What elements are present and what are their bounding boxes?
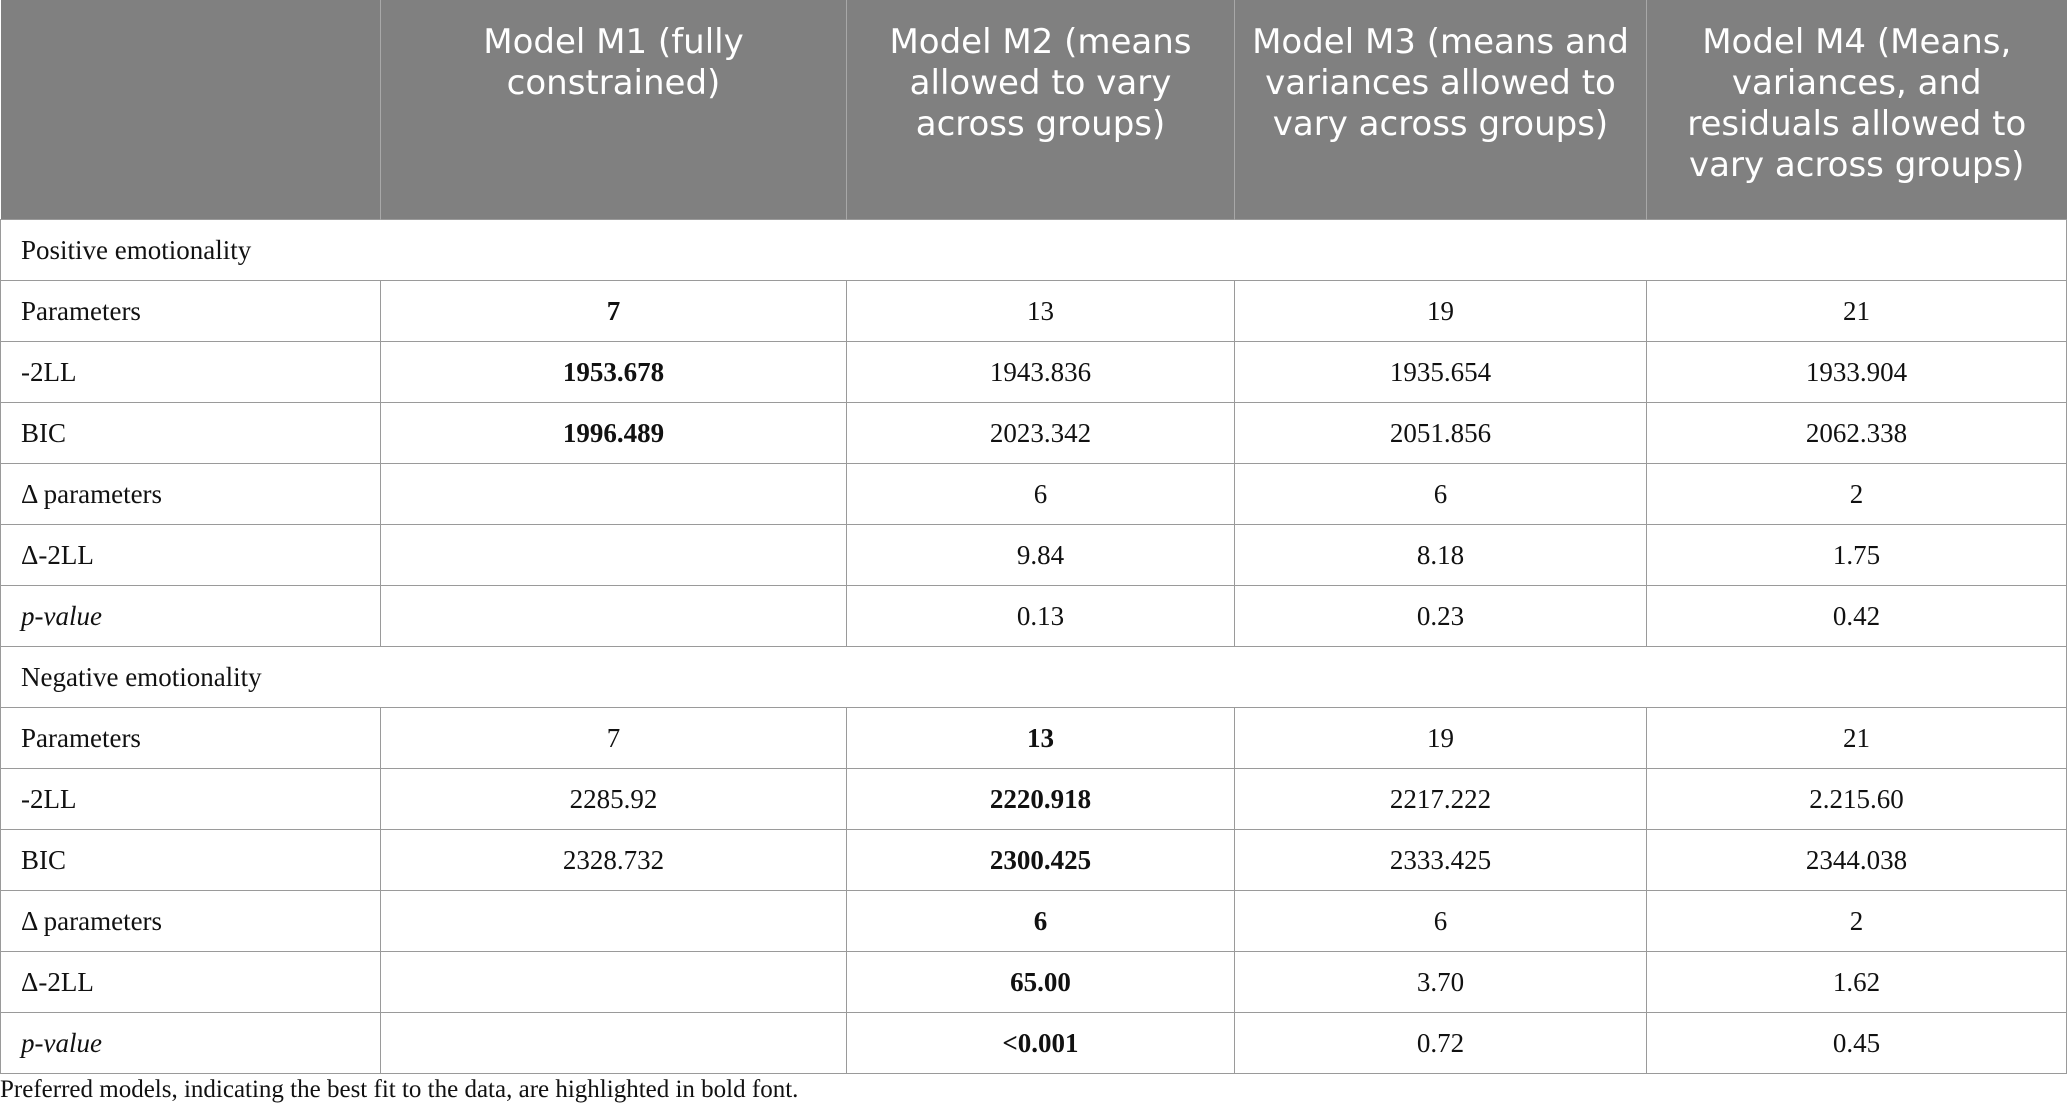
- section-title: Negative emotionality: [0, 646, 2067, 708]
- table-cell: [380, 951, 847, 1013]
- table-cell: 2217.222: [1234, 768, 1647, 830]
- table-cell: [380, 463, 847, 525]
- table-cell: 8.18: [1234, 524, 1647, 586]
- table-cell: 0.45: [1646, 1012, 2067, 1074]
- table-row: BIC 1996.489 2023.342 2051.856 2062.338: [0, 402, 2067, 464]
- header-cell-model-m1: Model M1 (fully constrained): [380, 0, 847, 220]
- table-cell: 0.23: [1234, 585, 1647, 647]
- model-comparison-table: Model M1 (fully constrained) Model M2 (m…: [0, 0, 2067, 1074]
- table-cell: 65.00: [846, 951, 1235, 1013]
- table-cell: 21: [1646, 280, 2067, 342]
- row-label: BIC: [0, 829, 381, 891]
- table-cell: 13: [846, 280, 1235, 342]
- table-cell: 1996.489: [380, 402, 847, 464]
- row-label: -2LL: [0, 768, 381, 830]
- table-row: BIC 2328.732 2300.425 2333.425 2344.038: [0, 829, 2067, 891]
- table-cell: 2051.856: [1234, 402, 1647, 464]
- table-body: Positive emotionality Parameters 7 13 19 21 -2…: [0, 219, 2067, 1074]
- row-label: p-value: [0, 1012, 381, 1074]
- table-row: -2LL 2285.92 2220.918 2217.222 2.215.60: [0, 768, 2067, 830]
- table-cell: <0.001: [846, 1012, 1235, 1074]
- table-cell: 0.72: [1234, 1012, 1647, 1074]
- section-title: Positive emotionality: [0, 219, 2067, 281]
- row-label: -2LL: [0, 341, 381, 403]
- table-cell: 7: [380, 707, 847, 769]
- table-row: -2LL 1953.678 1943.836 1935.654 1933.904: [0, 341, 2067, 403]
- table-cell: [380, 890, 847, 952]
- table-cell: 1935.654: [1234, 341, 1647, 403]
- row-label: Parameters: [0, 280, 381, 342]
- table-cell: 7: [380, 280, 847, 342]
- table-cell: 19: [1234, 280, 1647, 342]
- table-cell: 3.70: [1234, 951, 1647, 1013]
- table-cell: 6: [1234, 890, 1647, 952]
- table-cell: 9.84: [846, 524, 1235, 586]
- table-cell: 2.215.60: [1646, 768, 2067, 830]
- table-cell: [380, 585, 847, 647]
- row-label: Δ-2LL: [0, 524, 381, 586]
- table-row: Parameters 7 13 19 21: [0, 280, 2067, 342]
- table-cell: 19: [1234, 707, 1647, 769]
- header-cell-model-m3: Model M3 (means and variances allowed to…: [1234, 0, 1647, 220]
- row-label: Δ parameters: [0, 463, 381, 525]
- row-label: Parameters: [0, 707, 381, 769]
- header-cell-model-m2: Model M2 (means allowed to vary across g…: [846, 0, 1235, 220]
- table-cell: 2285.92: [380, 768, 847, 830]
- table-cell: 6: [846, 890, 1235, 952]
- table-cell: 2328.732: [380, 829, 847, 891]
- table-cell: 1.75: [1646, 524, 2067, 586]
- table-row: Δ parameters 6 6 2: [0, 463, 2067, 525]
- table-cell: 2220.918: [846, 768, 1235, 830]
- header-cell-label: [0, 0, 381, 220]
- table-cell: 6: [846, 463, 1235, 525]
- table-row: Δ parameters 6 6 2: [0, 890, 2067, 952]
- table-cell: 1943.836: [846, 341, 1235, 403]
- table-cell: 21: [1646, 707, 2067, 769]
- row-label: BIC: [0, 402, 381, 464]
- table-cell: 2023.342: [846, 402, 1235, 464]
- row-label: Δ parameters: [0, 890, 381, 952]
- header-cell-model-m4: Model M4 (Means, variances, and residual…: [1646, 0, 2067, 220]
- table-cell: 2333.425: [1234, 829, 1647, 891]
- table-cell: 2: [1646, 463, 2067, 525]
- table-cell: 2: [1646, 890, 2067, 952]
- table-row: Δ-2LL 9.84 8.18 1.75: [0, 524, 2067, 586]
- table-cell: 1953.678: [380, 341, 847, 403]
- table-cell: [380, 1012, 847, 1074]
- row-label: p-value: [0, 585, 381, 647]
- section-header-row: Positive emotionality: [0, 219, 2067, 281]
- table-row: Parameters 7 13 19 21: [0, 707, 2067, 769]
- table-cell: 1933.904: [1646, 341, 2067, 403]
- table-header-row: Model M1 (fully constrained) Model M2 (m…: [0, 0, 2067, 220]
- section-header-row: Negative emotionality: [0, 646, 2067, 708]
- table-row: p-value <0.001 0.72 0.45: [0, 1012, 2067, 1074]
- table-cell: 6: [1234, 463, 1647, 525]
- table-row: Δ-2LL 65.00 3.70 1.62: [0, 951, 2067, 1013]
- table-cell: 1.62: [1646, 951, 2067, 1013]
- row-label: Δ-2LL: [0, 951, 381, 1013]
- table-cell: [380, 524, 847, 586]
- model-comparison-table-container: Model M1 (fully constrained) Model M2 (m…: [0, 0, 2067, 1074]
- table-cell: 13: [846, 707, 1235, 769]
- table-row: p-value 0.13 0.23 0.42: [0, 585, 2067, 647]
- table-cell: 0.13: [846, 585, 1235, 647]
- table-cell: 2300.425: [846, 829, 1235, 891]
- table-cell: 2344.038: [1646, 829, 2067, 891]
- table-cell: 2062.338: [1646, 402, 2067, 464]
- table-cell: 0.42: [1646, 585, 2067, 647]
- table-footnote: Preferred models, indicating the best fi…: [0, 1076, 799, 1103]
